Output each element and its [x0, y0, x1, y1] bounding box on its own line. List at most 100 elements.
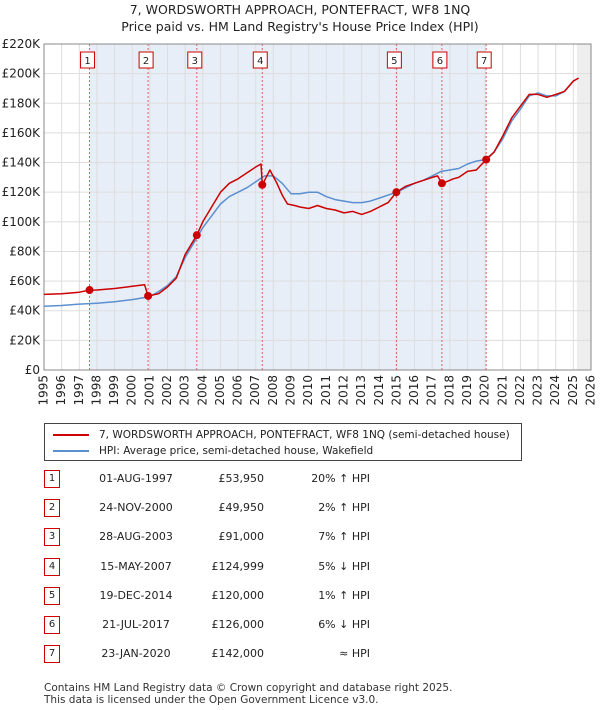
sale-number-box — [432, 51, 448, 69]
sale-price: £49,950 — [218, 501, 265, 515]
sale-band — [196, 44, 263, 370]
sale-point — [192, 231, 201, 240]
sale-number-label: 4 — [257, 56, 263, 67]
forecast-region — [576, 44, 591, 370]
y-tick-label: £220K — [2, 37, 42, 51]
x-tick-label: 2002 — [160, 375, 174, 406]
sales-table-row: 3 28-AUG-2003 £91,000 7% ↑ HPI — [44, 528, 384, 548]
sale-price: £53,950 — [218, 472, 265, 485]
sale-date: 15-MAY-2007 — [100, 559, 172, 573]
sale-hpi-comparison: 20% ↑ HPI — [311, 472, 370, 485]
x-tick-label: 1995 — [37, 375, 51, 406]
legend-label-hpi: HPI: Average price, semi-detached house,… — [99, 445, 374, 457]
x-tick-label: 2012 — [336, 375, 350, 406]
sale-price: £124,999 — [211, 559, 265, 573]
sale-hpi-comparison: 5% ↓ HPI — [318, 559, 370, 573]
sale-hpi-comparison: 6% ↓ HPI — [318, 618, 370, 631]
x-tick-label: 2023 — [531, 375, 545, 406]
sale-number: 4 — [44, 557, 60, 576]
x-tick-label: 2019 — [460, 375, 474, 406]
x-tick-label: 2008 — [266, 375, 280, 406]
x-tick-label: 1999 — [107, 375, 121, 406]
sale-date: 21-JUL-2017 — [102, 618, 170, 631]
sale-point — [437, 179, 446, 188]
x-tick-label: 2015 — [389, 375, 403, 406]
sale-number: 6 — [44, 616, 60, 634]
legend-item-hpi: HPI: Average price, semi-detached house,… — [53, 443, 373, 459]
sale-date: 23-JAN-2020 — [101, 647, 171, 661]
x-tick-label: 2010 — [301, 375, 315, 406]
x-tick-label: 2011 — [319, 375, 333, 406]
x-tick-label: 2016 — [407, 375, 421, 406]
x-tick-label: 1998 — [89, 375, 103, 406]
sale-number-box — [138, 51, 154, 69]
sales-table-row: 6 21-JUL-2017 £126,000 6% ↓ HPI — [44, 616, 384, 636]
legend-label-property: 7, WORDSWORTH APPROACH, PONTEFRACT, WF8 … — [99, 429, 510, 441]
y-tick-label: £20K — [9, 333, 41, 347]
chart-legend: 7, WORDSWORTH APPROACH, PONTEFRACT, WF8 … — [44, 423, 522, 461]
y-tick-label: £180K — [2, 96, 42, 110]
x-tick-label: 2025 — [566, 375, 580, 406]
sale-number-box — [476, 51, 492, 69]
sale-number-label: 5 — [391, 56, 397, 67]
x-tick-label: 2026 — [584, 375, 598, 406]
sale-hpi-comparison: 2% ↑ HPI — [318, 501, 370, 515]
sale-date: 19-DEC-2014 — [99, 588, 173, 602]
sale-point — [482, 155, 491, 164]
y-tick-label: £160K — [2, 126, 42, 140]
y-tick-label: £140K — [2, 156, 42, 170]
sale-number-box — [386, 51, 402, 69]
x-tick-label: 1997 — [72, 375, 86, 406]
footer-copyright: Contains HM Land Registry data © Crown c… — [44, 682, 453, 694]
sale-number-label: 3 — [192, 56, 198, 67]
x-tick-label: 2017 — [425, 375, 439, 406]
sale-number: 2 — [44, 499, 60, 518]
x-tick-label: 2009 — [284, 375, 298, 406]
x-tick-label: 1996 — [54, 375, 68, 406]
y-tick-label: £120K — [2, 185, 42, 199]
legend-swatch-hpi — [53, 450, 89, 452]
sale-point — [258, 180, 267, 189]
chart-title-line-2: Price paid vs. HM Land Registry's House … — [121, 19, 479, 34]
x-tick-label: 2021 — [495, 375, 509, 406]
x-tick-label: 2006 — [231, 375, 245, 406]
sales-table-row: 1 01-AUG-1997 £53,950 20% ↑ HPI — [44, 470, 384, 490]
y-tick-label: £0 — [25, 363, 40, 377]
sale-hpi-comparison: 7% ↑ HPI — [318, 530, 370, 544]
y-tick-label: £40K — [9, 304, 41, 318]
x-tick-label: 2001 — [142, 375, 156, 406]
series-line-property — [43, 77, 579, 297]
x-tick-label: 2005 — [213, 375, 227, 406]
sale-band — [396, 44, 442, 370]
sales-table-row: 5 19-DEC-2014 £120,000 1% ↑ HPI — [44, 586, 384, 607]
sale-number: 5 — [44, 586, 60, 605]
y-tick-label: £60K — [9, 274, 41, 288]
sale-number: 1 — [44, 470, 60, 488]
y-tick-label: £200K — [2, 67, 42, 81]
price-chart: £0 £20K £40K £60K £80K £100K £120K £140K £160K £1… — [2, 37, 598, 406]
legend-swatch-property — [53, 434, 89, 436]
sale-band — [262, 44, 397, 370]
sale-date: 28-AUG-2003 — [99, 530, 173, 544]
sale-band — [441, 44, 487, 370]
x-tick-label: 2013 — [354, 375, 368, 406]
sale-number-label: 1 — [84, 56, 90, 67]
sale-point — [85, 286, 94, 295]
plot-border — [43, 43, 592, 371]
y-tick-label: £100K — [2, 215, 42, 229]
x-tick-label: 2014 — [372, 375, 386, 406]
x-tick-label: 2024 — [548, 375, 562, 406]
sale-number: 7 — [44, 645, 60, 664]
legend-item-property: 7, WORDSWORTH APPROACH, PONTEFRACT, WF8 … — [53, 427, 510, 443]
sale-number-box — [187, 51, 203, 69]
sale-number-box — [252, 51, 268, 69]
sale-band — [89, 44, 149, 370]
x-tick-label: 2020 — [478, 375, 492, 406]
x-tick-label: 2007 — [248, 375, 262, 406]
sale-number-label: 6 — [437, 56, 443, 67]
sale-date: 24-NOV-2000 — [99, 501, 173, 515]
sales-table-row: 2 24-NOV-2000 £49,950 2% ↑ HPI — [44, 499, 384, 519]
x-tick-label: 2004 — [195, 375, 209, 406]
chart-title-line-1: 7, WORDSWORTH APPROACH, PONTEFRACT, WF8 … — [129, 2, 471, 17]
sale-price: £142,000 — [211, 647, 265, 661]
